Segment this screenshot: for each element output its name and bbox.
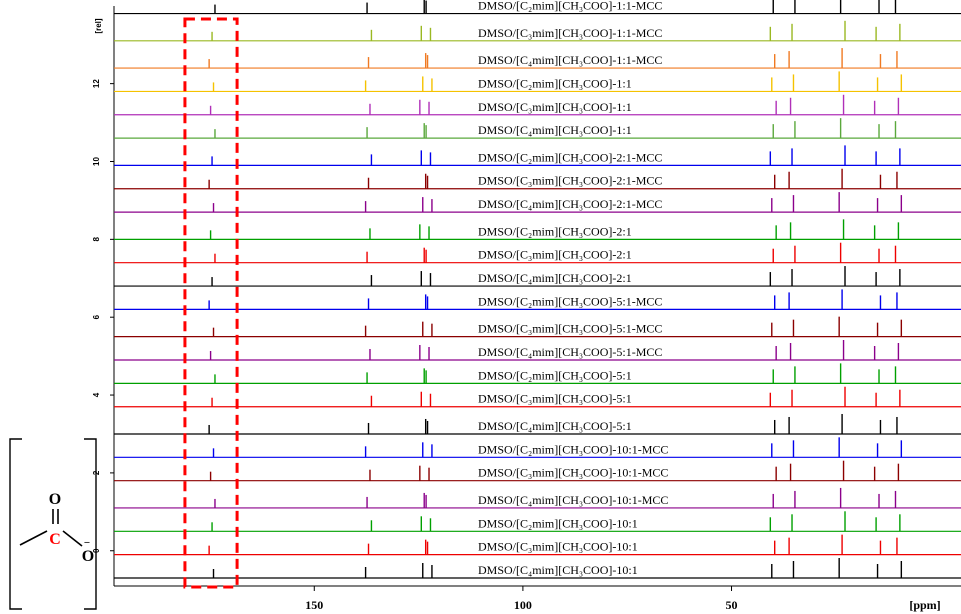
trace-label: DMSO/[C₂mim][CH₃COO]-2:1-MCC — [478, 150, 662, 164]
trace-label: DMSO/[C₃mim][CH₃COO]-5:1-MCC — [478, 322, 662, 336]
x-axis-ticks: 150 100 50 — [305, 586, 738, 612]
trace-label: DMSO/[C₂mim][CH₃COO]-1:1 — [478, 76, 632, 90]
methyl-bond — [19, 530, 48, 546]
anionic-oxygen: O — [82, 548, 94, 565]
carbonyl-highlight-box — [183, 17, 239, 589]
trace-label: DMSO/[C₃mim][CH₃COO]-2:1-MCC — [478, 174, 662, 188]
trace-label: DMSO/[C₂mim][CH₃COO]-2:1 — [478, 224, 632, 238]
trace-label: DMSO/[C₄mim][CH₃COO]-5:1-MCC — [478, 345, 662, 359]
spectra-labels: DMSO/[C₂mim][CH₃COO]-1:1-MCC DMSO/[C₃mim]… — [478, 0, 668, 577]
x-axis-label: [ppm] — [909, 598, 940, 612]
trace-label: DMSO/[C₄mim][CH₃COO]-1:1 — [478, 123, 632, 137]
trace-label: DMSO/[C₃mim][CH₃COO]-10:1-MCC — [478, 466, 668, 480]
trace-label: DMSO/[C₂mim][CH₃COO]-10:1 — [478, 516, 638, 530]
plot-frame — [113, 6, 961, 587]
y-tick-label: 6 — [92, 314, 101, 319]
y-axis-label: [rel] — [94, 18, 103, 33]
y-tick-label: 12 — [92, 79, 101, 88]
x-tick-label: 150 — [305, 598, 323, 612]
x-tick-label: 50 — [726, 598, 738, 612]
trace-label: DMSO/[C₄mim][CH₃COO]-1:1-MCC — [478, 53, 662, 67]
negative-charge: − — [84, 537, 90, 549]
trace-label: DMSO/[C₃mim][CH₃COO]-2:1 — [478, 248, 632, 262]
trace-label: DMSO/[C₃mim][CH₃COO]-10:1 — [478, 540, 638, 554]
oxygen-bond — [62, 530, 83, 547]
trace-label: DMSO/[C₃mim][CH₃COO]-1:1-MCC — [478, 26, 662, 40]
trace-label: DMSO/[C₂mim][CH₃COO]-5:1-MCC — [478, 294, 662, 308]
trace-label: DMSO/[C₄mim][CH₃COO]-5:1 — [478, 419, 632, 433]
trace-label: DMSO/[C₂mim][CH₃COO]-1:1-MCC — [478, 0, 662, 13]
trace-label: DMSO/[C₄mim][CH₃COO]-2:1-MCC — [478, 197, 662, 211]
trace-label: DMSO/[C₂mim][CH₃COO]-5:1 — [478, 368, 632, 382]
spectra-traces — [114, 0, 961, 579]
x-tick-label: 100 — [514, 598, 532, 612]
left-bracket — [9, 438, 22, 610]
trace-label: DMSO/[C₃mim][CH₃COO]-1:1 — [478, 100, 632, 114]
acetate-structure-drawing: O C O − — [9, 438, 97, 610]
y-axis-label-group: [rel] — [94, 18, 103, 33]
trace-label: DMSO/[C₄mim][CH₃COO]-10:1 — [478, 563, 638, 577]
right-bracket — [84, 438, 97, 610]
carbonyl-oxygen: O — [49, 491, 61, 508]
trace-label: DMSO/[C₃mim][CH₃COO]-5:1 — [478, 392, 632, 406]
y-tick-label: 10 — [92, 156, 101, 165]
y-tick-label: 4 — [92, 392, 101, 397]
trace-label: DMSO/[C₄mim][CH₃COO]-10:1-MCC — [478, 493, 668, 507]
y-tick-label: 8 — [92, 237, 101, 242]
trace-label: DMSO/[C₄mim][CH₃COO]-2:1 — [478, 271, 632, 285]
trace-label: DMSO/[C₂mim][CH₃COO]-10:1-MCC — [478, 442, 668, 456]
carbonyl-carbon: C — [49, 531, 61, 548]
